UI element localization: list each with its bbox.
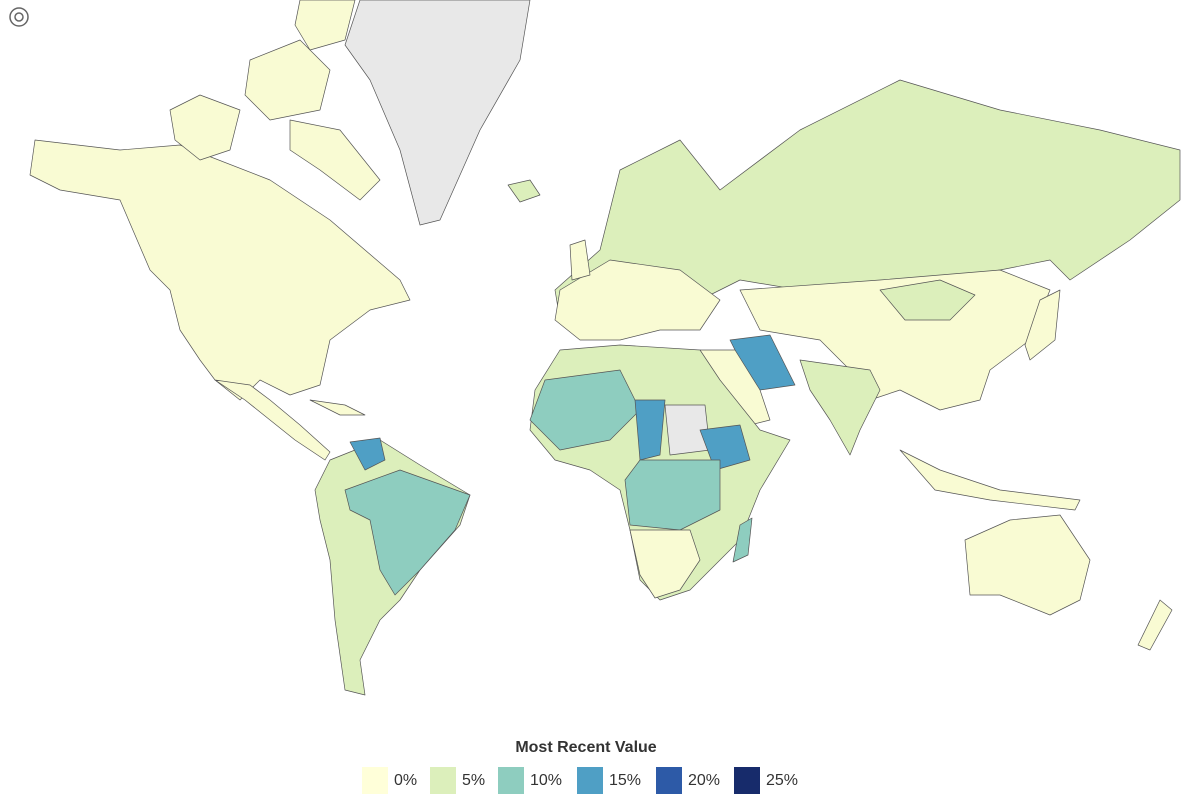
legend-swatch xyxy=(362,767,388,794)
se-asia-islands xyxy=(899,449,1081,511)
australia xyxy=(964,514,1091,616)
gear-outer xyxy=(9,7,29,27)
asia xyxy=(739,269,1051,411)
greenland xyxy=(344,0,531,226)
japan xyxy=(1024,289,1061,361)
legend-swatch xyxy=(734,767,760,794)
legend-label: 20% xyxy=(688,772,720,789)
uk xyxy=(569,239,591,281)
arctic-islands xyxy=(289,119,381,201)
gear-inner xyxy=(14,12,24,22)
madagascar xyxy=(732,517,753,563)
arctic-islands xyxy=(169,94,241,161)
western-europe xyxy=(554,259,721,341)
venezuela xyxy=(349,437,386,471)
india xyxy=(799,359,881,456)
ethiopia xyxy=(699,424,751,471)
legend-swatch xyxy=(498,767,524,794)
legend-label: 0% xyxy=(394,772,417,789)
legend-swatch xyxy=(577,767,603,794)
north-america xyxy=(29,139,411,401)
mongolia xyxy=(879,279,976,321)
central-america xyxy=(214,379,331,461)
legend: 0% 5% 10% 15% 20% 25% xyxy=(362,767,798,794)
legend-swatch xyxy=(430,767,456,794)
west-africa xyxy=(529,369,641,451)
arctic-islands xyxy=(244,39,331,121)
legend-label: 25% xyxy=(766,772,798,789)
chad xyxy=(634,399,666,461)
new-zealand xyxy=(1137,599,1173,651)
legend-label: 5% xyxy=(462,772,485,789)
legend-label: 10% xyxy=(530,772,562,789)
legend-label: 15% xyxy=(609,772,641,789)
countries xyxy=(29,0,1181,696)
southern-africa xyxy=(629,529,701,599)
legend-title: Most Recent Value xyxy=(515,739,656,756)
iceland xyxy=(507,179,541,203)
arctic-islands xyxy=(294,0,356,51)
brazil xyxy=(344,469,471,596)
cuba xyxy=(309,399,366,416)
settings-icon[interactable] xyxy=(9,7,29,27)
legend-swatch xyxy=(656,767,682,794)
